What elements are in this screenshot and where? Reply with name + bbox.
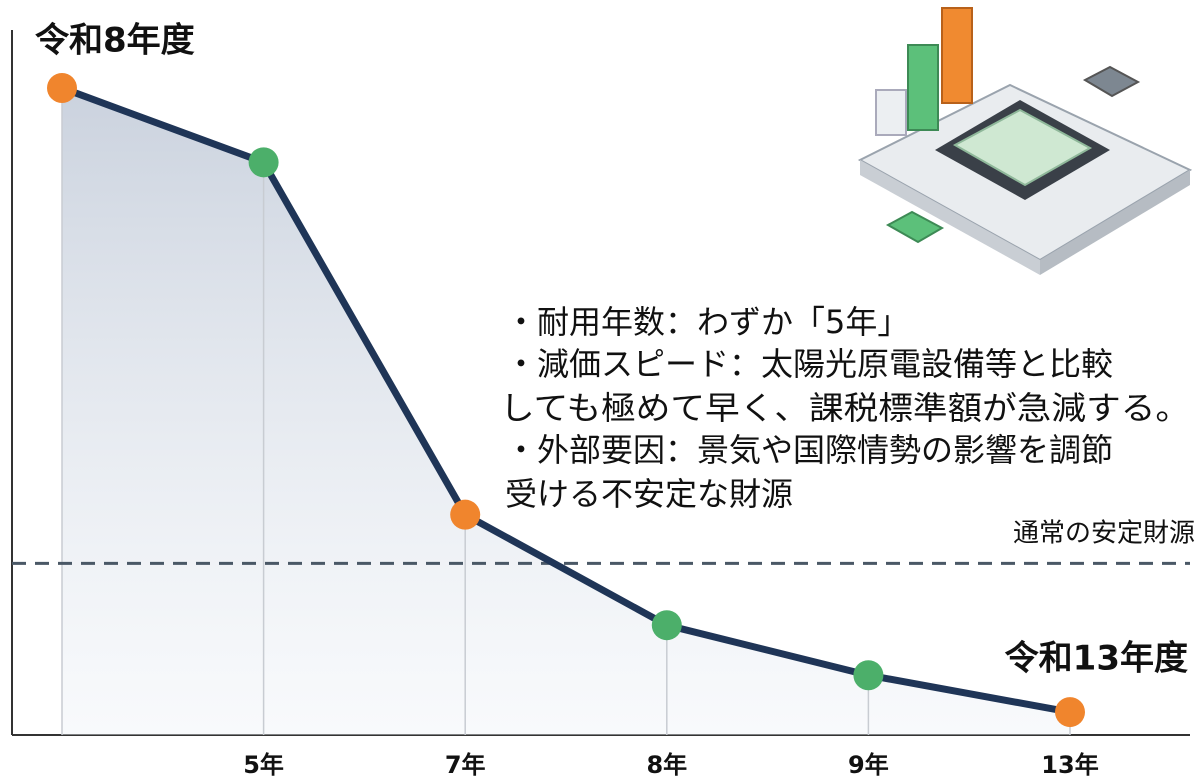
reference-label: 通常の安定財源 [1013,519,1195,549]
x-tick-label: 5年 [243,751,284,779]
point [248,147,279,178]
point [1055,697,1085,728]
annotation-line: 受ける不安定な財源 [505,475,793,513]
annotation-line: ・耐用年数：わずか「5年」 [505,303,909,341]
annotation-line: しても極めて早く、課税標準額が急減する。 [500,389,1190,427]
x-tick-label: 7年 [445,751,486,779]
x-tick-label: 13年 [1041,751,1098,779]
annotation-line: ・外部要因：景気や国際情勢の影響を調節 [505,431,1113,469]
annotation: ・耐用年数：わずか「5年」・減価スピード：太陽光原電設備等と比較しても極めて早く… [500,303,1190,513]
area [62,87,1070,735]
annotation-line: ・減価スピード：太陽光原電設備等と比較 [505,345,1113,383]
start-label: 令和8年度 [35,21,195,61]
x-tick-label: 9年 [848,751,889,779]
chip-illustration [857,7,1193,275]
point [651,610,682,641]
x-tick-label: 8年 [646,751,687,779]
point [853,660,884,691]
point [47,72,77,103]
line [60,84,1071,716]
end-label: 令和13年度 [1005,639,1188,679]
point [450,499,481,530]
